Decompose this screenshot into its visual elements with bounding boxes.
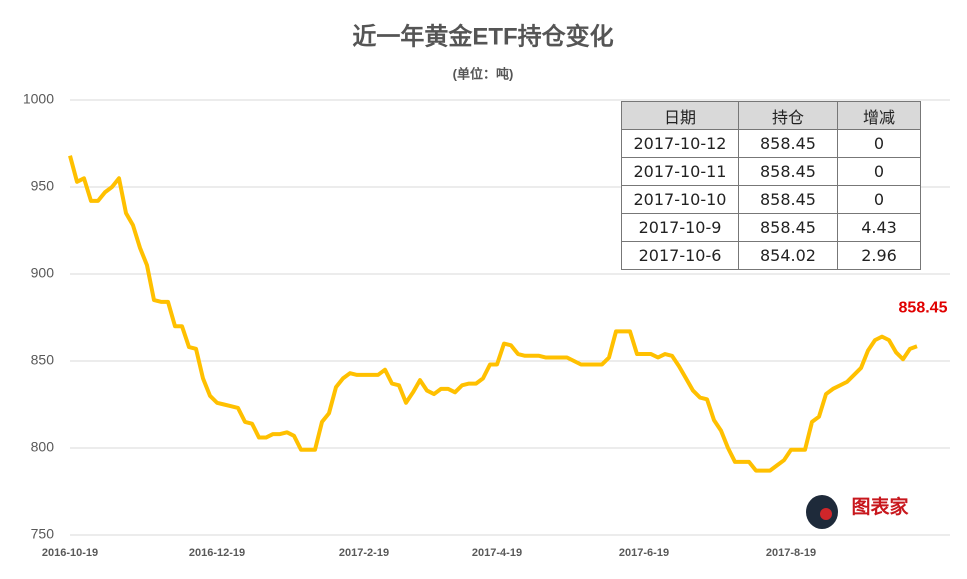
y-tick-label: 1000 (23, 91, 54, 107)
table-cell: 2.96 (837, 241, 921, 270)
chart-subtitle: (单位：吨) (453, 66, 514, 81)
table-cell: 2017-10-9 (621, 213, 739, 242)
x-tick-label: 2017-6-19 (619, 547, 669, 559)
x-tick-label: 2017-4-19 (472, 547, 522, 559)
data-line (68, 155, 918, 473)
table-row: 日期 持仓 增减 (621, 101, 921, 130)
table-cell: 0 (837, 185, 921, 214)
x-tick-label: 2016-12-19 (189, 547, 245, 559)
x-tick-label: 2016-10-19 (42, 547, 98, 559)
table-cell: 858.45 (738, 185, 838, 214)
table-cell: 854.02 (738, 241, 838, 270)
table-header-cell: 持仓 (738, 101, 838, 130)
chart-title: 近一年黄金ETF持仓变化 (352, 22, 613, 50)
table-cell: 4.43 (837, 213, 921, 242)
table-row: 2017-10-11 858.45 0 (621, 157, 921, 186)
table-cell: 2017-10-10 (621, 185, 739, 214)
table-cell: 858.45 (738, 157, 838, 186)
table-cell: 0 (837, 129, 921, 158)
table-cell: 2017-10-12 (621, 129, 739, 158)
table-row: 2017-10-9 858.45 4.43 (621, 213, 921, 242)
y-tick-label: 950 (31, 178, 55, 194)
data-table: 日期 持仓 增减 2017-10-12 858.45 0 2017-10-11 858.45 0… (621, 101, 921, 270)
table-row: 2017-10-10 858.45 0 (621, 185, 921, 214)
logo: 图表家 (806, 495, 909, 529)
table-cell: 858.45 (738, 129, 838, 158)
table-cell: 858.45 (738, 213, 838, 242)
x-tick-label: 2017-8-19 (766, 547, 816, 559)
y-tick-label: 800 (31, 439, 55, 455)
y-tick-label: 750 (31, 526, 55, 542)
table-row: 2017-10-6 854.02 2.96 (621, 241, 921, 270)
table-cell: 2017-10-6 (621, 241, 739, 270)
data-label: 858.45 (899, 300, 948, 317)
table-header-cell: 日期 (621, 101, 739, 130)
y-tick-label: 900 (31, 265, 55, 281)
table-header-cell: 增减 (837, 101, 921, 130)
logo-text: 图表家 (851, 495, 909, 518)
y-tick-label: 850 (31, 352, 55, 368)
x-tick-label: 2017-2-19 (339, 547, 389, 559)
table-row: 2017-10-12 858.45 0 (621, 129, 921, 158)
logo-icon (820, 508, 832, 520)
table-cell: 2017-10-11 (621, 157, 739, 186)
table-cell: 0 (837, 157, 921, 186)
